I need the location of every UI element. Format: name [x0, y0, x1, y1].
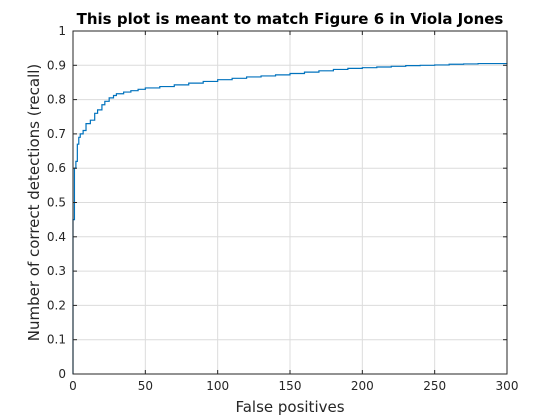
x-tick-label: 50 — [138, 379, 153, 393]
y-tick-label: 1 — [58, 24, 66, 38]
y-tick-label: 0.1 — [47, 333, 66, 347]
grid-lines — [72, 30, 508, 375]
y-tick-label: 0.9 — [47, 58, 66, 72]
y-tick-label: 0.3 — [47, 264, 66, 278]
y-tick-label: 0.8 — [47, 93, 66, 107]
x-tick-label: 250 — [423, 379, 446, 393]
y-axis-label: Number of correct detections (recall) — [25, 64, 43, 342]
y-tick-label: 0.6 — [47, 161, 66, 175]
tick-layer: 0 50 100 150 200 250 300 0 0.1 0.2 0.3 0.4 0.5 0.6 0.7… — [47, 24, 519, 393]
y-tick-label: 0.5 — [47, 196, 66, 210]
series-layer — [72, 62, 508, 374]
x-tick-label: 200 — [351, 379, 374, 393]
x-axis-label: False positives — [235, 398, 344, 416]
x-tick-label: 150 — [279, 379, 302, 393]
y-tick-label: 0 — [58, 367, 66, 381]
y-tick-label: 0.2 — [47, 298, 66, 312]
x-tick-label: 100 — [206, 379, 229, 393]
chart-title: This plot is meant to match Figure 6 in … — [77, 10, 504, 28]
y-tick-label: 0.7 — [47, 127, 66, 141]
series-line-0 — [72, 62, 508, 374]
x-tick-label: 0 — [69, 379, 77, 393]
y-tick-label: 0.4 — [47, 230, 66, 244]
x-tick-label: 300 — [496, 379, 519, 393]
